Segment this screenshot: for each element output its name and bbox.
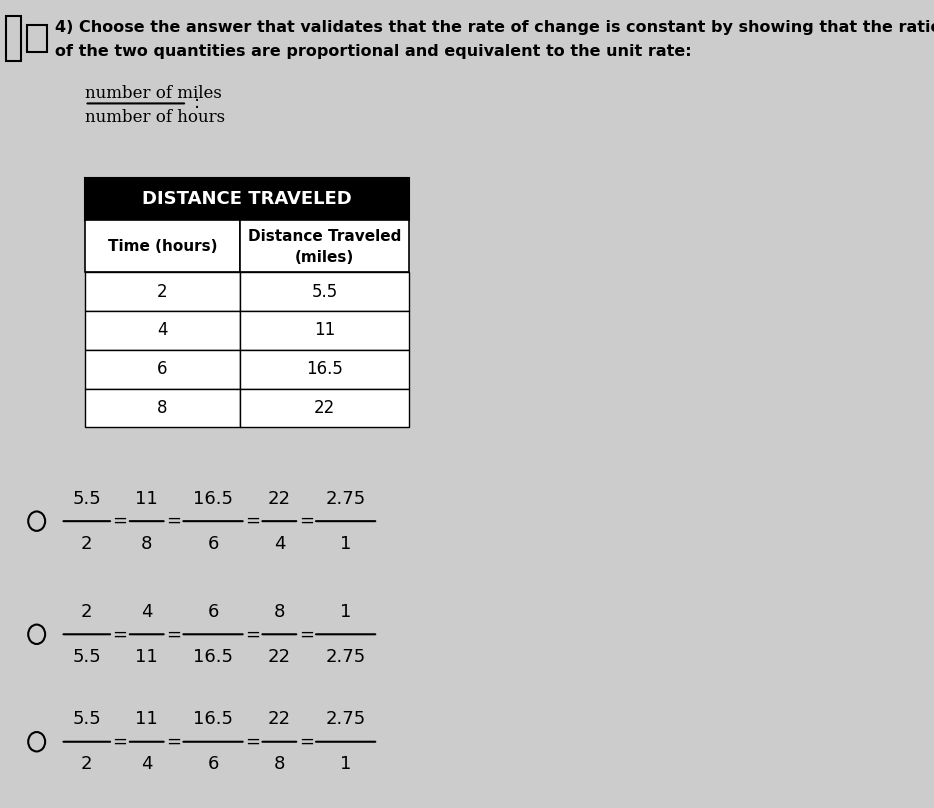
Text: 1: 1 [340,603,351,621]
Text: 1: 1 [340,535,351,553]
Bar [240,311,409,350]
Text: =: = [112,512,127,530]
Text: 8: 8 [141,535,152,553]
Text: 8: 8 [274,755,285,773]
Text: DISTANCE TRAVELED: DISTANCE TRAVELED [142,190,352,208]
Text: 8: 8 [274,603,285,621]
Text: 5.5: 5.5 [73,490,101,507]
Text: 5.5: 5.5 [312,283,338,301]
Bar [240,350,409,389]
Text: 2.75: 2.75 [326,490,366,507]
Text: 2: 2 [81,535,92,553]
Text: =: = [166,625,181,643]
Text: =: = [299,625,314,643]
Text: 8: 8 [157,399,168,417]
Text: =: = [245,733,260,751]
Text: number of hours: number of hours [85,109,225,126]
Text: 22: 22 [268,710,290,728]
Text: 1: 1 [340,755,351,773]
Bar [85,220,240,272]
Text: 16.5: 16.5 [193,710,233,728]
Text: 2: 2 [81,755,92,773]
Text: =: = [299,512,314,530]
Text: :: : [194,94,200,112]
Text: 2: 2 [81,603,92,621]
Text: 11: 11 [135,648,158,666]
Text: 16.5: 16.5 [306,360,343,378]
Bar [240,220,409,272]
Text: 11: 11 [135,710,158,728]
Text: 11: 11 [135,490,158,507]
Text: 6: 6 [207,603,219,621]
Text: =: = [299,733,314,751]
Bar [85,178,409,220]
Text: =: = [166,512,181,530]
Text: =: = [245,625,260,643]
Text: 5.5: 5.5 [73,710,101,728]
Text: 6: 6 [207,535,219,553]
Bar [240,272,409,311]
Bar [85,272,240,311]
Text: =: = [166,733,181,751]
Text: 4: 4 [141,603,152,621]
Text: 2.75: 2.75 [326,648,366,666]
Text: =: = [112,733,127,751]
Bar [85,389,240,427]
Text: =: = [112,625,127,643]
Text: 4: 4 [274,535,285,553]
Text: 4: 4 [157,322,168,339]
Bar [85,311,240,350]
Text: 2: 2 [157,283,168,301]
Text: 22: 22 [268,490,290,507]
Text: 4: 4 [141,755,152,773]
Text: Distance Traveled: Distance Traveled [248,229,402,244]
Text: Time (hours): Time (hours) [107,238,218,254]
Text: 16.5: 16.5 [193,648,233,666]
Text: 6: 6 [207,755,219,773]
Text: of the two quantities are proportional and equivalent to the unit rate:: of the two quantities are proportional a… [55,44,692,60]
Text: 5.5: 5.5 [73,648,101,666]
Text: (miles): (miles) [295,250,354,265]
Text: =: = [245,512,260,530]
Bar [85,350,240,389]
Text: 11: 11 [314,322,335,339]
Text: 4) Choose the answer that validates that the rate of change is constant by showi: 4) Choose the answer that validates that… [55,20,934,36]
Text: number of miles: number of miles [85,85,221,102]
Bar [240,389,409,427]
Text: 22: 22 [268,648,290,666]
Text: 16.5: 16.5 [193,490,233,507]
Text: 22: 22 [314,399,335,417]
Text: 6: 6 [157,360,168,378]
Text: 2.75: 2.75 [326,710,366,728]
